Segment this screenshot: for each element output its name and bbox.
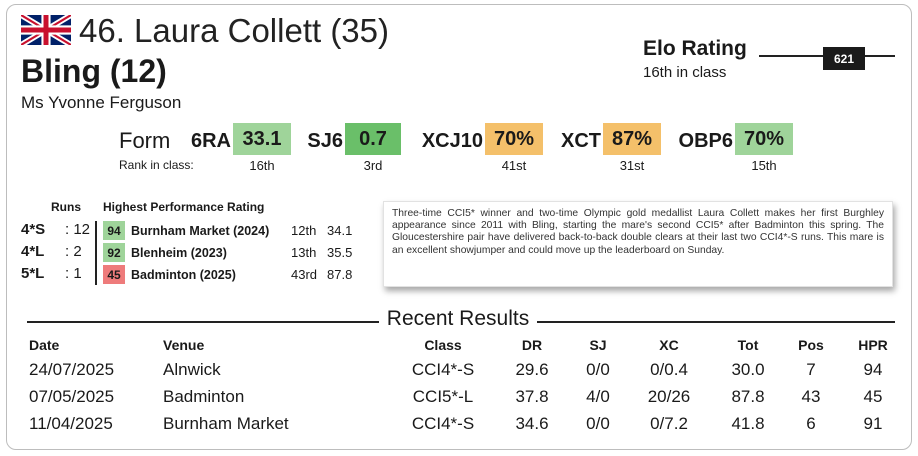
hpr-header: Highest Performance Rating bbox=[103, 200, 265, 214]
result-xc: 0/7.2 bbox=[650, 414, 688, 433]
form-metric-value: 0.7 bbox=[345, 123, 401, 155]
hpr-score: 35.5 bbox=[327, 245, 353, 260]
hpr-score: 87.8 bbox=[327, 267, 353, 282]
form-metric-rank: 16th bbox=[249, 158, 275, 173]
result-hpr: 45 bbox=[863, 387, 883, 406]
form-metric-rank: 15th bbox=[751, 158, 777, 173]
run-level-label: 4*S bbox=[21, 221, 46, 238]
result-class: CCI5*-L bbox=[412, 387, 474, 406]
elo-value-badge: 621 bbox=[823, 47, 865, 70]
result-venue: Alnwick bbox=[163, 360, 221, 379]
result-tot: 87.8 bbox=[731, 387, 765, 406]
rank-in-class-label: Rank in class: bbox=[119, 158, 194, 172]
result-pos: 43 bbox=[801, 387, 821, 406]
form-metric-value: 70% bbox=[485, 123, 543, 155]
form-metric-name: XCT bbox=[561, 130, 601, 152]
result-sj: 4/0 bbox=[586, 387, 610, 406]
result-venue: Burnham Market bbox=[163, 414, 289, 433]
hpr-event: Burnham Market (2024) bbox=[131, 224, 270, 238]
hpr-place: 43rd bbox=[291, 267, 318, 282]
run-count: : 2 bbox=[65, 243, 82, 260]
col-header-pos: Pos bbox=[798, 337, 824, 353]
result-sj: 0/0 bbox=[586, 360, 610, 379]
run-level-label: 5*L bbox=[21, 265, 45, 282]
runs-header: Runs bbox=[51, 200, 81, 214]
form-metric-rank: 31st bbox=[619, 158, 645, 173]
run-level-label: 4*L bbox=[21, 243, 45, 260]
result-hpr: 94 bbox=[863, 360, 883, 379]
form-metric-name: SJ6 bbox=[307, 130, 343, 152]
hpr-value: 92 bbox=[103, 243, 125, 262]
result-class: CCI4*-S bbox=[411, 360, 475, 379]
result-pos: 6 bbox=[806, 414, 816, 433]
col-header-date: Date bbox=[29, 337, 60, 353]
form-label: Form bbox=[119, 128, 171, 153]
horse-description: Three-time CCI5* winner and two-time Oly… bbox=[383, 201, 893, 287]
owner-name: Ms Yvonne Ferguson bbox=[21, 93, 182, 112]
col-header-venue: Venue bbox=[163, 337, 205, 353]
result-hpr: 91 bbox=[863, 414, 883, 433]
result-date: 07/05/2025 bbox=[29, 387, 115, 406]
recent-results-title: Recent Results bbox=[386, 307, 530, 330]
hpr-event: Badminton (2025) bbox=[131, 268, 236, 282]
result-sj: 0/0 bbox=[586, 414, 610, 433]
hpr-event: Blenheim (2023) bbox=[131, 246, 227, 260]
form-metric-name: XCJ10 bbox=[421, 130, 483, 152]
col-header-tot: Tot bbox=[737, 337, 759, 353]
uk-flag-icon bbox=[21, 15, 71, 45]
form-metric-rank: 41st bbox=[501, 158, 527, 173]
rider-card: 46. Laura Collett (35) Bling (12) Ms Yvo… bbox=[6, 4, 912, 450]
form-metric-value: 33.1 bbox=[233, 123, 291, 155]
col-header-xc: XC bbox=[659, 337, 679, 353]
hpr-value: 45 bbox=[103, 265, 125, 284]
result-date: 11/04/2025 bbox=[29, 414, 113, 433]
run-count: : 12 bbox=[65, 221, 91, 238]
run-count: : 1 bbox=[65, 265, 82, 282]
form-metric-value: 87% bbox=[603, 123, 661, 155]
elo-class-rank: 16th in class bbox=[643, 64, 727, 81]
result-class: CCI4*-S bbox=[411, 414, 475, 433]
hpr-score: 34.1 bbox=[327, 223, 353, 238]
result-dr: 29.6 bbox=[515, 360, 549, 379]
col-header-dr: DR bbox=[521, 337, 543, 353]
result-dr: 34.6 bbox=[515, 414, 549, 433]
result-venue: Badminton bbox=[163, 387, 245, 406]
horse-name: Bling (12) bbox=[21, 53, 167, 89]
form-metric-name: OBP6 bbox=[678, 130, 733, 152]
hpr-place: 12th bbox=[291, 223, 317, 238]
form-metric-value: 70% bbox=[735, 123, 793, 155]
result-tot: 41.8 bbox=[731, 414, 765, 433]
section-divider bbox=[27, 321, 379, 323]
result-dr: 37.8 bbox=[515, 387, 549, 406]
form-metric-rank: 3rd bbox=[363, 158, 383, 173]
result-pos: 7 bbox=[806, 360, 816, 379]
section-divider bbox=[537, 321, 895, 323]
form-metric-name: 6RA bbox=[190, 130, 231, 152]
rider-title: 46. Laura Collett (35) bbox=[79, 12, 390, 49]
result-xc: 20/26 bbox=[647, 387, 691, 406]
result-xc: 0/0.4 bbox=[650, 360, 688, 379]
result-tot: 30.0 bbox=[731, 360, 765, 379]
runs-divider bbox=[95, 221, 97, 285]
col-header-hpr: HPR bbox=[858, 337, 888, 353]
elo-title: Elo Rating bbox=[643, 37, 747, 60]
col-header-sj: SJ bbox=[589, 337, 607, 353]
result-date: 24/07/2025 bbox=[29, 360, 115, 379]
hpr-place: 13th bbox=[291, 245, 317, 260]
col-header-class: Class bbox=[424, 337, 462, 353]
hpr-value: 94 bbox=[103, 221, 125, 240]
